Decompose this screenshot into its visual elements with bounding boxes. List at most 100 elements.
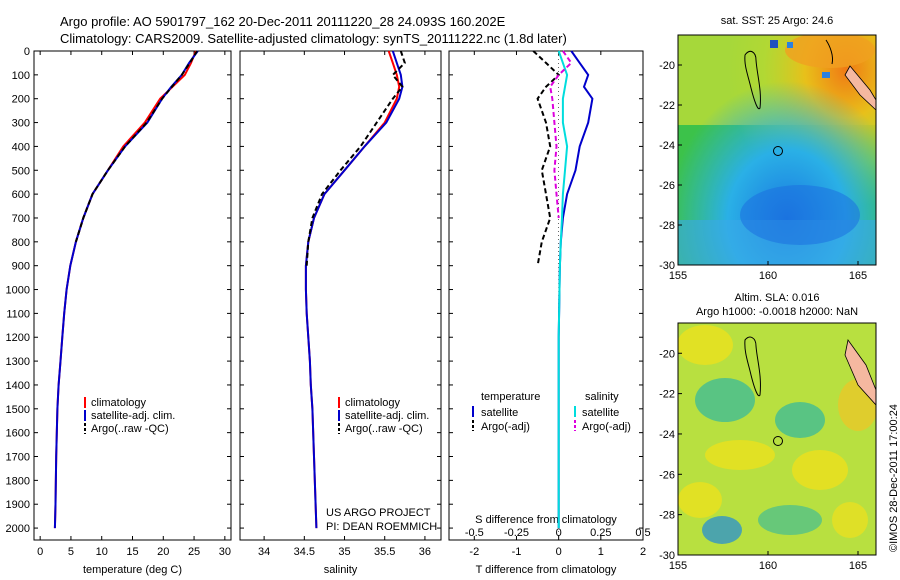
x-tick-label: 2 <box>640 546 646 558</box>
series-line-argo-raw-qc- <box>74 50 198 243</box>
y-tick-label: 1000 <box>6 285 30 297</box>
map-y-tick-label: -26 <box>659 469 675 481</box>
y-tick-label: 0 <box>24 46 30 58</box>
x-axis-label: temperature (deg C) <box>83 564 182 576</box>
legend-label-t-satellite: satellite <box>481 407 518 419</box>
reef-outline <box>825 39 833 65</box>
y-tick-label: 600 <box>12 189 30 201</box>
y-tick-label: 1600 <box>6 428 30 440</box>
x-tick-label: 0 <box>37 546 43 558</box>
salinity-panel: 34 34.5 35 35.5 36 salinity <box>239 50 442 576</box>
x-tick-label: 10 <box>96 546 108 558</box>
header-line-1: Argo profile: AO 5901797_162 20-Dec-2011… <box>60 14 506 29</box>
map-y-tick-label: -26 <box>659 180 675 192</box>
x-tick-label: 36 <box>419 546 431 558</box>
x-tick-label: -2 <box>469 546 479 558</box>
map-x-tick-label: 155 <box>669 560 687 572</box>
x-tick-label: 5 <box>68 546 74 558</box>
map-x-tick-label: 160 <box>759 560 777 572</box>
x-tick-label: 1 <box>598 546 604 558</box>
y-tick-label: 1500 <box>6 404 30 416</box>
map-y-tick-label: -24 <box>659 429 675 441</box>
x-tick-label: 34.5 <box>294 546 315 558</box>
secondary-x-tick-label: 0.25 <box>590 527 611 539</box>
legend-heading-temperature: temperature <box>481 391 540 403</box>
y-tick-label: 1100 <box>6 308 30 320</box>
sla-map-title-2: Argo h1000: -0.0018 h2000: NaN <box>696 306 858 318</box>
temperature-panel: 0 5 10 15 20 25 300100200300400500600700800900… <box>6 46 232 576</box>
legend-label-t-argo: Argo(-adj) <box>481 421 530 433</box>
y-tick-label: 1800 <box>6 475 30 487</box>
pi-annotation: PI: DEAN ROEMMICH <box>326 521 437 533</box>
map-x-tick-label: 165 <box>849 560 867 572</box>
series-line-satellite <box>557 50 569 529</box>
sla-heatmap <box>678 323 876 555</box>
map-y-tick-label: -30 <box>659 550 675 562</box>
land-shape <box>844 339 876 406</box>
sla-map-axes: 155 160 165 -20 -22 -24 -26 -28 -30 <box>659 348 867 572</box>
map-y-tick-label: -20 <box>659 60 675 72</box>
sst-heatmap <box>678 35 876 265</box>
y-tick-label: 100 <box>12 70 30 82</box>
y-tick-label: 1700 <box>6 452 30 464</box>
legend-label-climatology: climatology <box>91 397 147 409</box>
series-line-satellite-adj-clim- <box>304 50 404 529</box>
legend-label-climatology: climatology <box>345 397 401 409</box>
secondary-x-tick-label: 0 <box>556 527 562 539</box>
sla-map-title-1: Altim. SLA: 0.016 <box>735 292 820 304</box>
map-y-tick-label: -30 <box>659 260 675 272</box>
map-x-tick-label: 155 <box>669 270 687 282</box>
legend-label-satellite: satellite-adj. clim. <box>345 410 429 422</box>
y-tick-label: 1900 <box>6 499 30 511</box>
sla-map-frame <box>677 322 877 556</box>
series-line-argo-raw-qc- <box>305 50 406 266</box>
header-line-2: Climatology: CARS2009. Satellite-adjuste… <box>60 31 567 46</box>
y-tick-label: 1200 <box>6 332 30 344</box>
argo-float-marker <box>773 436 783 446</box>
secondary-x-axis-label: S difference from climatology <box>475 514 617 526</box>
plot-frame <box>448 50 644 541</box>
y-tick-label: 300 <box>12 118 30 130</box>
salinity-legend: climatology satellite-adj. clim. Argo(..… <box>338 397 429 435</box>
y-tick-label: 1400 <box>6 380 30 392</box>
series-line-argo-adj- <box>532 50 561 266</box>
map-y-tick-label: -28 <box>659 510 675 522</box>
y-tick-label: 1300 <box>6 356 30 368</box>
reef-outline <box>744 50 761 110</box>
legend-heading-salinity: salinity <box>585 391 619 403</box>
x-tick-label: 20 <box>157 546 169 558</box>
sst-map-panel: sat. SST: 25 Argo: 24.6 155 160 165 -20 -22 -… <box>659 15 877 282</box>
plot-frame <box>33 50 232 541</box>
y-tick-label: 400 <box>12 141 30 153</box>
sst-map-frame <box>677 34 877 266</box>
map-y-tick-label: -24 <box>659 140 675 152</box>
y-tick-label: 200 <box>12 94 30 106</box>
sst-map-title: sat. SST: 25 Argo: 24.6 <box>721 15 834 27</box>
project-annotation: US ARGO PROJECT <box>326 507 431 519</box>
legend-label-satellite: satellite-adj. clim. <box>91 410 175 422</box>
series-line-climatology <box>53 50 197 529</box>
map-x-tick-label: 165 <box>849 270 867 282</box>
x-tick-label: 25 <box>188 546 200 558</box>
x-tick-label: 0 <box>556 546 562 558</box>
map-y-tick-label: -20 <box>659 348 675 360</box>
sst-map-axes: 155 160 165 -20 -22 -24 -26 -28 -30 <box>659 60 867 282</box>
secondary-x-tick-label: -0.25 <box>504 527 529 539</box>
x-tick-label: 34 <box>258 546 270 558</box>
map-y-tick-label: -28 <box>659 220 675 232</box>
land-shape <box>844 65 876 111</box>
y-tick-label: 900 <box>12 261 30 273</box>
map-y-tick-label: -22 <box>659 389 675 401</box>
legend-label-argo: Argo(..raw -QC) <box>345 423 423 435</box>
y-tick-label: 800 <box>12 237 30 249</box>
series-line-satellite-adj-clim- <box>53 50 199 529</box>
map-y-tick-label: -22 <box>659 100 675 112</box>
difference-legend: temperature salinity satellite Argo(-adj… <box>472 391 631 433</box>
x-tick-label: 35.5 <box>374 546 395 558</box>
credit-stamp: ©IMOS 28-Dec-2011 17:00:24 <box>888 404 900 552</box>
secondary-x-tick-label: 0.5 <box>635 527 650 539</box>
difference-panel: -2 -1 0 1 2 T difference from climatology S di… <box>448 50 651 576</box>
x-tick-label: -1 <box>512 546 522 558</box>
legend-label-s-satellite: satellite <box>582 407 619 419</box>
